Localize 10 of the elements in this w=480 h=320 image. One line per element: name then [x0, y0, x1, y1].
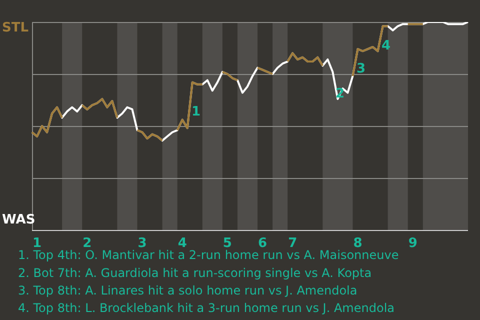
annotation: 2 [335, 86, 345, 102]
annotation: 4 [381, 38, 391, 54]
text: STL [2, 20, 29, 36]
annotation: WAS [2, 212, 36, 228]
annotation: 3 [356, 61, 366, 76]
text: 3. Top 8th: A. Linares hit a solo home run vs J. Amendola [18, 284, 358, 298]
annotation: 1 [191, 104, 201, 120]
x-tick-label: 9 [408, 236, 418, 252]
text: 2. Bot 7th: A. Guardiola hit a run-scoring single vs A. Kopta [18, 266, 372, 280]
text: 4. Top 8th: L. Brocklebank hit a 3-run home run vs J. Amendola [18, 301, 395, 316]
